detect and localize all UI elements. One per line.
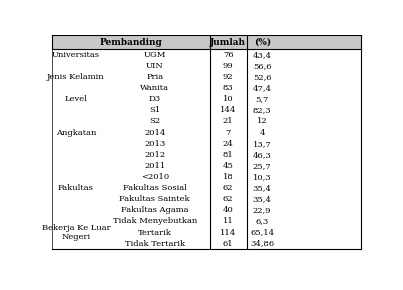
Text: 99: 99 <box>223 62 234 70</box>
Text: 45: 45 <box>223 162 234 170</box>
Text: Level: Level <box>64 95 87 103</box>
Bar <box>52 35 361 49</box>
Text: Jenis Kelamin: Jenis Kelamin <box>47 73 105 81</box>
Text: 6,3: 6,3 <box>256 218 269 225</box>
Text: Angkatan: Angkatan <box>56 128 96 137</box>
Text: 11: 11 <box>223 218 234 225</box>
Text: 56,6: 56,6 <box>253 62 272 70</box>
Text: Pembanding: Pembanding <box>100 38 162 47</box>
Text: Wanita: Wanita <box>140 84 169 92</box>
Text: 40: 40 <box>223 206 234 214</box>
Text: 47,4: 47,4 <box>253 84 272 92</box>
Text: 22,9: 22,9 <box>253 206 272 214</box>
Text: 4: 4 <box>260 128 265 137</box>
Text: UGM: UGM <box>143 51 166 59</box>
Text: 12: 12 <box>257 117 268 126</box>
Text: Fakultas Saintek: Fakultas Saintek <box>119 195 190 203</box>
Text: 5,7: 5,7 <box>256 95 269 103</box>
Text: 35,4: 35,4 <box>253 195 272 203</box>
Text: 24: 24 <box>223 140 234 148</box>
Text: 2013: 2013 <box>144 140 165 148</box>
Text: S2: S2 <box>149 117 160 126</box>
Text: 35,4: 35,4 <box>253 184 272 192</box>
Text: Tidak Menyebutkan: Tidak Menyebutkan <box>112 218 197 225</box>
Text: Fakultas: Fakultas <box>58 184 94 192</box>
Text: 43,4: 43,4 <box>253 51 272 59</box>
Text: 7: 7 <box>226 128 231 137</box>
Text: 52,6: 52,6 <box>253 73 272 81</box>
Text: Universitas: Universitas <box>52 51 100 59</box>
Text: 81: 81 <box>223 151 234 159</box>
Text: 62: 62 <box>223 195 233 203</box>
Text: Tidak Tertarik: Tidak Tertarik <box>125 240 185 248</box>
Text: Fakultas Sosial: Fakultas Sosial <box>123 184 187 192</box>
Text: 10: 10 <box>223 95 233 103</box>
Text: 18: 18 <box>223 173 234 181</box>
Text: 2014: 2014 <box>144 128 166 137</box>
Text: 61: 61 <box>223 240 233 248</box>
Text: 92: 92 <box>223 73 233 81</box>
Text: 82,3: 82,3 <box>253 106 272 114</box>
Text: 13,7: 13,7 <box>253 140 272 148</box>
Text: Bekerja Ke Luar
Negeri: Bekerja Ke Luar Negeri <box>42 224 110 241</box>
Text: UIN: UIN <box>146 62 164 70</box>
Text: (%): (%) <box>253 38 271 47</box>
Text: D3: D3 <box>149 95 161 103</box>
Text: 144: 144 <box>220 106 237 114</box>
Text: 83: 83 <box>223 84 234 92</box>
Text: Jumlah: Jumlah <box>210 38 246 47</box>
Text: 76: 76 <box>223 51 233 59</box>
Text: 2012: 2012 <box>144 151 165 159</box>
Text: 10,3: 10,3 <box>253 173 272 181</box>
Text: 46,3: 46,3 <box>253 151 272 159</box>
Text: <2010: <2010 <box>141 173 169 181</box>
Text: Tertarik: Tertarik <box>138 229 172 237</box>
Text: 25,7: 25,7 <box>253 162 272 170</box>
Text: Pria: Pria <box>146 73 163 81</box>
Text: 65,14: 65,14 <box>250 229 274 237</box>
Text: 62: 62 <box>223 184 233 192</box>
Text: 114: 114 <box>220 229 236 237</box>
Text: 34,86: 34,86 <box>250 240 274 248</box>
Text: 2011: 2011 <box>144 162 165 170</box>
Text: Fakultas Agama: Fakultas Agama <box>121 206 189 214</box>
Text: S1: S1 <box>149 106 160 114</box>
Text: 21: 21 <box>223 117 233 126</box>
